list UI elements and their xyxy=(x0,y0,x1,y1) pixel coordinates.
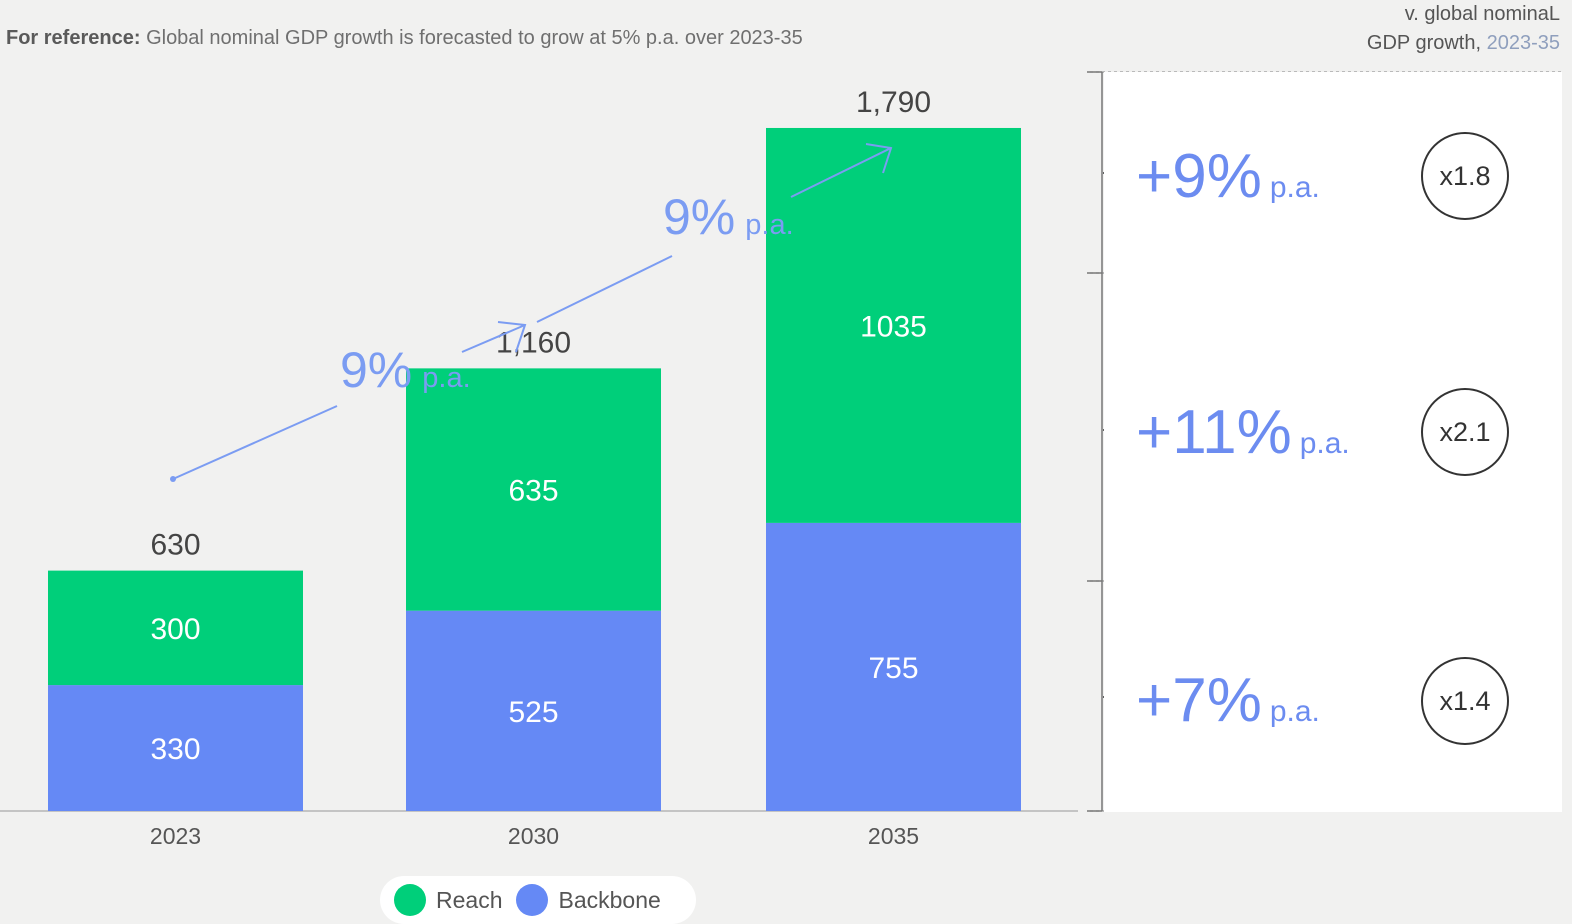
growth-row-total: +9% p.a. x1.8 xyxy=(1104,72,1562,274)
growth-label-2-unit: p.a. xyxy=(745,209,793,241)
reference-note: For reference: Global nominal GDP growth… xyxy=(6,27,803,50)
growth-arrow-2-head-line xyxy=(790,147,892,198)
growth-comparison-panel: +9% p.a. x1.8 +11% p.a. x2.1 +7% p.a. x1.4 xyxy=(1104,72,1562,812)
legend-label-reach: Reach xyxy=(436,886,503,913)
bar-total-2023: 630 xyxy=(150,529,200,562)
bar-value-reach-2023: 300 xyxy=(150,613,200,646)
legend-swatch-reach xyxy=(394,884,426,916)
growth-label-1: 9% p.a. xyxy=(340,342,471,398)
legend-label-backbone: Backbone xyxy=(558,886,661,913)
bar-reach-2023 xyxy=(48,570,303,686)
growth-label-2-value: 9% xyxy=(663,189,735,245)
comparison-header-line2: GDP growth, 2023-35 xyxy=(1367,29,1560,58)
bar-reach-2030 xyxy=(406,368,661,611)
growth-arrow-1-head-line xyxy=(461,324,526,353)
comparison-header: v. global nominaL GDP growth, 2023-35 xyxy=(1367,0,1560,58)
x-tick-2030: 2030 xyxy=(508,823,559,849)
bar-total-2035: 1,790 xyxy=(856,86,931,119)
bar-total-2030: 1,160 xyxy=(496,326,571,359)
growth-row-reach: +11% p.a. x2.1 xyxy=(1104,274,1562,582)
growth-arrow-1-tail xyxy=(172,405,338,480)
stacked-bar-chart: 330 300 630 2023 525 635 1,160 2030 755 1035 1,790… xyxy=(0,71,1562,849)
growth-arrow-2-head xyxy=(865,143,893,174)
bar-backbone-2023 xyxy=(48,685,303,811)
multiplier-badge-reach: x2.1 xyxy=(1421,388,1509,476)
growth-arrow-1-head xyxy=(497,321,527,353)
bar-value-backbone-2030: 525 xyxy=(508,696,558,729)
comparison-header-period: 2023-35 xyxy=(1486,32,1560,54)
legend-item-reach: Reach xyxy=(394,884,502,916)
legend-swatch-backbone xyxy=(516,884,549,916)
growth-arrow-2-tail xyxy=(536,255,673,323)
bar-value-backbone-2023: 330 xyxy=(150,733,200,766)
comparison-header-label: GDP growth, xyxy=(1366,32,1482,54)
chart-legend: Reach Backbone xyxy=(380,876,696,924)
reference-label: For reference: xyxy=(6,27,141,49)
legend-item-backbone: Backbone xyxy=(516,884,661,916)
growth-rate-reach: +11% p.a. xyxy=(1136,398,1350,467)
bar-value-reach-2035: 1035 xyxy=(860,310,927,343)
growth-label-1-unit: p.a. xyxy=(422,362,470,394)
reference-text: Global nominal GDP growth is forecasted … xyxy=(146,27,803,49)
growth-label-2: 9% p.a. xyxy=(663,189,794,245)
growth-rate-total: +9% p.a. xyxy=(1136,142,1320,211)
bar-value-backbone-2035: 755 xyxy=(868,652,918,685)
multiplier-badge-total: x1.8 xyxy=(1421,132,1509,220)
bar-value-reach-2030: 635 xyxy=(508,475,558,508)
multiplier-badge-backbone: x1.4 xyxy=(1421,657,1509,745)
bar-backbone-2035 xyxy=(766,522,1021,811)
growth-rate-backbone: +7% p.a. xyxy=(1136,666,1320,735)
x-tick-2035: 2035 xyxy=(868,823,919,849)
growth-label-1-value: 9% xyxy=(340,342,412,398)
bar-reach-2035 xyxy=(766,127,1021,523)
bar-backbone-2030 xyxy=(406,610,661,811)
growth-row-backbone: +7% p.a. x1.4 xyxy=(1104,582,1562,812)
comparison-header-line1: v. global nominaL xyxy=(1404,3,1560,25)
x-tick-2023: 2023 xyxy=(150,823,201,849)
